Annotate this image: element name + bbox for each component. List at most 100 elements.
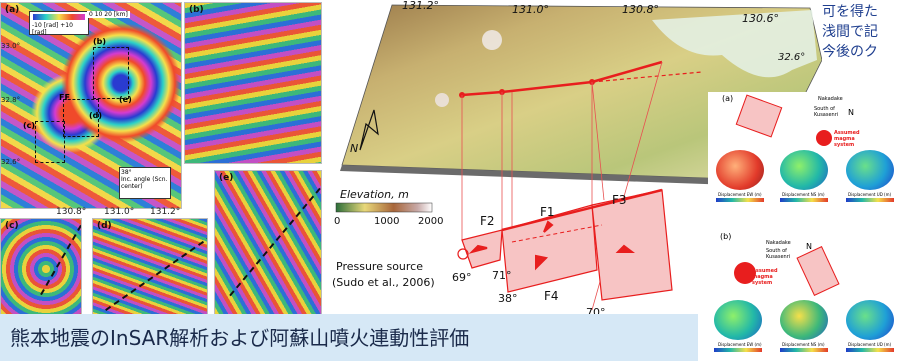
axis-label-ud-b: Displacement UD (m) <box>848 342 892 347</box>
lon-tick-131-2: 131.2° <box>150 207 181 217</box>
box-c-label: (c) <box>23 121 36 130</box>
fault-trace-e <box>229 187 321 297</box>
proj-line-5 <box>591 81 605 201</box>
sphere-ud-a <box>846 150 894 190</box>
panel-d-label: (d) <box>97 221 112 231</box>
center-lon-131-2: 131.2° <box>402 0 439 12</box>
box-b <box>93 47 129 99</box>
sphere-ew-a <box>716 150 764 190</box>
north-arrow <box>359 109 379 151</box>
colorbar-ns-b <box>780 348 828 352</box>
center-lon-130-8: 130.8° <box>622 3 659 16</box>
lat-tick-32-6: 32.6° <box>1 158 21 166</box>
angle-38: 38° <box>498 292 518 305</box>
scale-text: 0 10 20 [km] <box>87 11 130 18</box>
volcano-peak <box>435 93 449 107</box>
right-nakadake-a: Nakadake <box>818 96 843 102</box>
colorbar-ud-b <box>846 348 894 352</box>
colorbar-ns-a <box>780 198 828 202</box>
fault-label-f1: F1 <box>540 205 555 219</box>
bottom-title: 熊本地震のInSAR解析および阿蘇山噴火連動性評価 <box>10 326 470 350</box>
elev-tick-2000: 2000 <box>418 216 443 227</box>
fault-top-edge <box>501 188 663 232</box>
box-d <box>63 99 99 137</box>
right-panel-b-label: (b) <box>720 232 732 241</box>
right-south-kusasenri-b: South of Kusasenri <box>766 248 791 260</box>
panel-b-label: (b) <box>189 5 204 15</box>
sphere-ew-b <box>714 300 762 340</box>
pressure-source-citation: (Sudo et al., 2006) <box>332 276 435 289</box>
phase-colorbar <box>33 14 85 20</box>
axis-label-ud-a: Displacement UD (m) <box>848 192 892 197</box>
fault-trace-d <box>105 229 207 311</box>
right-text-line-1: 可を得た <box>822 4 878 20</box>
assumed-magma-b: Assumed magma system <box>752 268 778 286</box>
title-banner <box>0 314 698 361</box>
center-lon-131-0: 131.0° <box>512 3 549 16</box>
panel-e-label: (e) <box>219 173 234 183</box>
interferogram-panel-d: (d) <box>92 218 208 316</box>
fault-plane-f3 <box>591 189 673 301</box>
elev-tick-0: 0 <box>334 216 340 227</box>
lon-tick-131-0: 131.0° <box>104 207 135 217</box>
pressure-source-label: Pressure source <box>336 260 423 273</box>
fault-label-f2: F2 <box>480 214 495 228</box>
coast-area <box>652 10 817 78</box>
panel-c-label: (c) <box>5 221 19 231</box>
sphere-ns-b <box>780 300 828 340</box>
north-label: N <box>350 142 358 155</box>
magma-dot-a <box>816 130 832 146</box>
ff-label: FF <box>59 93 70 102</box>
pressure-source-marker <box>457 248 469 260</box>
lat-tick-33: 33.0° <box>1 42 21 50</box>
surface-fault-trace <box>461 60 663 97</box>
center-lon-130-6: 130.6° <box>742 12 779 25</box>
right-text-line-3: 今後のク <box>822 44 878 60</box>
fault-label-f3: F3 <box>612 193 627 207</box>
box-d-label: (d) <box>89 111 103 120</box>
sphere-ns-a <box>780 150 828 190</box>
colorbar-ew-b <box>714 348 762 352</box>
lon-tick-130-8: 130.8° <box>56 207 87 217</box>
fault-model-figure: 131.2° 131.0° 130.8° 130.6° 32.6° N Elev… <box>332 0 822 319</box>
box-c <box>35 121 65 163</box>
right-south-kusasenri-a: South of Kusasenri <box>814 106 839 118</box>
right-panel-a-label: (a) <box>722 94 734 103</box>
legend-text: -10 [rad] +10 [rad] <box>32 22 73 36</box>
elevation-colorbar <box>335 202 433 213</box>
interferogram-panel-e: (e) <box>214 170 322 316</box>
right-nakadake-b: Nakadake <box>766 240 791 246</box>
slip-arrow-f4 <box>535 254 549 271</box>
axis-label-ns-a: Displacement NS (m) <box>782 192 825 197</box>
axis-label-ew-b: Displacement EW (m) <box>718 342 762 347</box>
slip-arrow-f1 <box>543 220 554 233</box>
interferogram-panel-a: (a) -10 [rad] +10 [rad] 0 10 20 [km] (b)… <box>0 2 182 209</box>
displacement-figure: (a) Nakadake South of Kusasenri N Assume… <box>708 92 908 361</box>
slip-arrow-f3 <box>615 244 635 253</box>
magma-dot-b <box>734 262 756 284</box>
dem-side <box>340 165 762 186</box>
legend-box: -10 [rad] +10 [rad] <box>29 11 89 36</box>
colorbar-ud-a <box>846 198 894 202</box>
interferogram-panel-b: (b) <box>184 2 322 164</box>
right-text-line-2: 浅間で記 <box>822 24 878 40</box>
sphere-ud-b <box>846 300 894 340</box>
angle-71: 71° <box>492 269 512 282</box>
box-e-label: (e) <box>119 95 132 104</box>
assumed-magma-a: Assumed magma system <box>834 130 860 148</box>
interferogram-panel-c: (c) <box>0 218 82 316</box>
axis-label-ns-b: Displacement NS (m) <box>782 342 825 347</box>
aso-peak <box>482 30 502 50</box>
surface-fault-trace-dashed <box>591 71 703 83</box>
angle-69: 69° <box>452 271 472 284</box>
right-fault-plane-b <box>796 246 840 296</box>
right-north-b: N <box>806 242 812 251</box>
axis-label-ew-a: Displacement EW (m) <box>718 192 762 197</box>
colorbar-ew-a <box>716 198 764 202</box>
panel-a-label: (a) <box>5 5 20 15</box>
fault-label-f4: F4 <box>544 289 559 303</box>
fault-plane-f1-f4 <box>501 204 598 293</box>
elev-tick-1000: 1000 <box>374 216 399 227</box>
right-north-a: N <box>848 108 854 117</box>
center-lat-32-6: 32.6° <box>778 52 805 63</box>
